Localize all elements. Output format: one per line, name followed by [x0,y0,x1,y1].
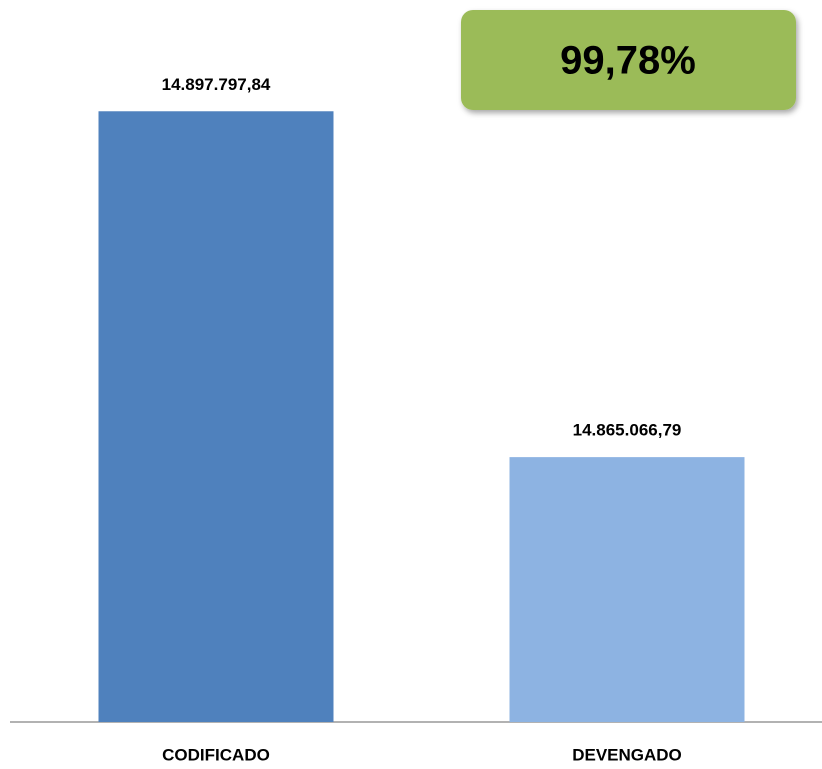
annotation: 99,78% [560,39,696,83]
value-label: 14.865.066,79 [573,421,682,440]
x-tick-label: CODIFICADO [162,745,270,764]
bar [509,457,745,722]
annotation-box [461,10,796,110]
bar [98,111,334,723]
value-label: 14.897.797,84 [162,75,271,94]
x-tick-label: DEVENGADO [572,745,682,764]
